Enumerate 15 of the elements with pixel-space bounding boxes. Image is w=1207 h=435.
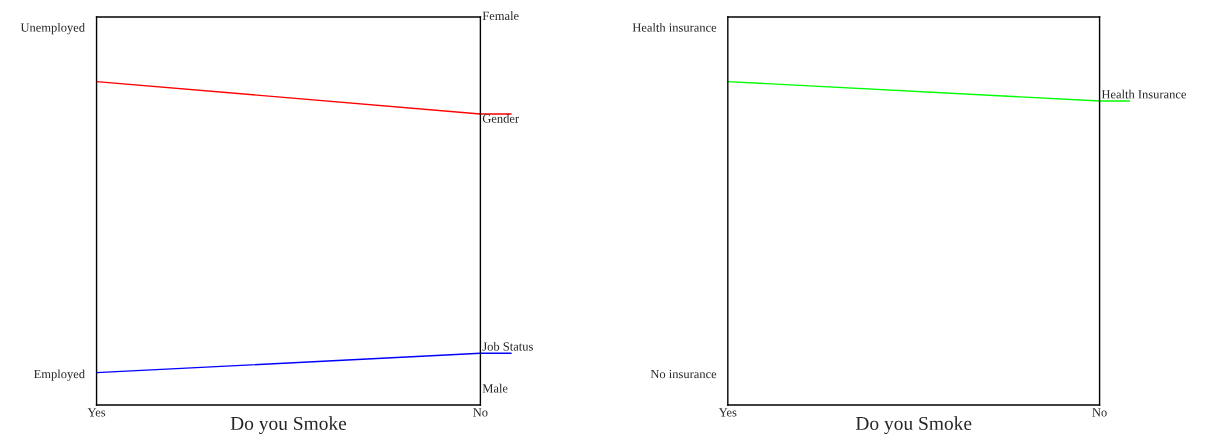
- x-axis-title: Do you Smoke: [230, 416, 347, 435]
- annotation: Employed: [34, 369, 85, 381]
- text: Unemployed: [20, 22, 85, 35]
- x-tick-label: No: [1092, 408, 1107, 417]
- legend-label: Gender: [482, 113, 519, 123]
- annotation: No insurance: [650, 369, 717, 379]
- text: Health insurance: [632, 22, 717, 32]
- x-axis-title: Do you Smoke: [855, 416, 972, 435]
- x-tick-label: Yes: [718, 408, 737, 417]
- series-label: Health Insurance: [1101, 89, 1187, 99]
- x-tick-label: No: [473, 408, 488, 417]
- annotation: Male: [482, 383, 508, 393]
- x-tick-label: Yes: [87, 408, 106, 417]
- series-label: Job Status: [482, 341, 533, 351]
- text: Female: [482, 11, 519, 21]
